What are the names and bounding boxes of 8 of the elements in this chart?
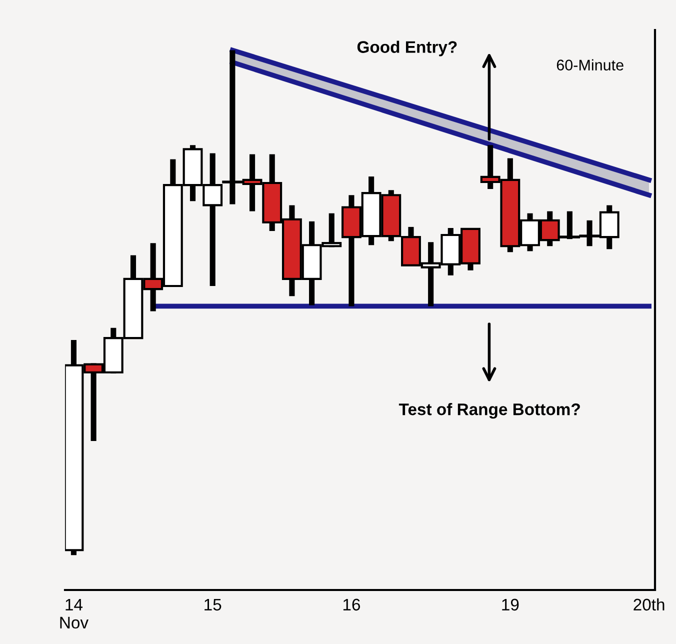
x-tick-label: 20th bbox=[634, 598, 664, 611]
x-tick-label: 15 bbox=[204, 598, 222, 611]
x-tick-label: 16 bbox=[343, 598, 360, 611]
x-tick-label: 19 bbox=[502, 598, 519, 611]
annotation: Test of Range Bottom? bbox=[398, 402, 580, 419]
annotation: Good Entry? bbox=[357, 40, 457, 56]
annotation: 60-Minute bbox=[556, 59, 624, 70]
x-tick-label: 14 Nov bbox=[60, 598, 88, 629]
